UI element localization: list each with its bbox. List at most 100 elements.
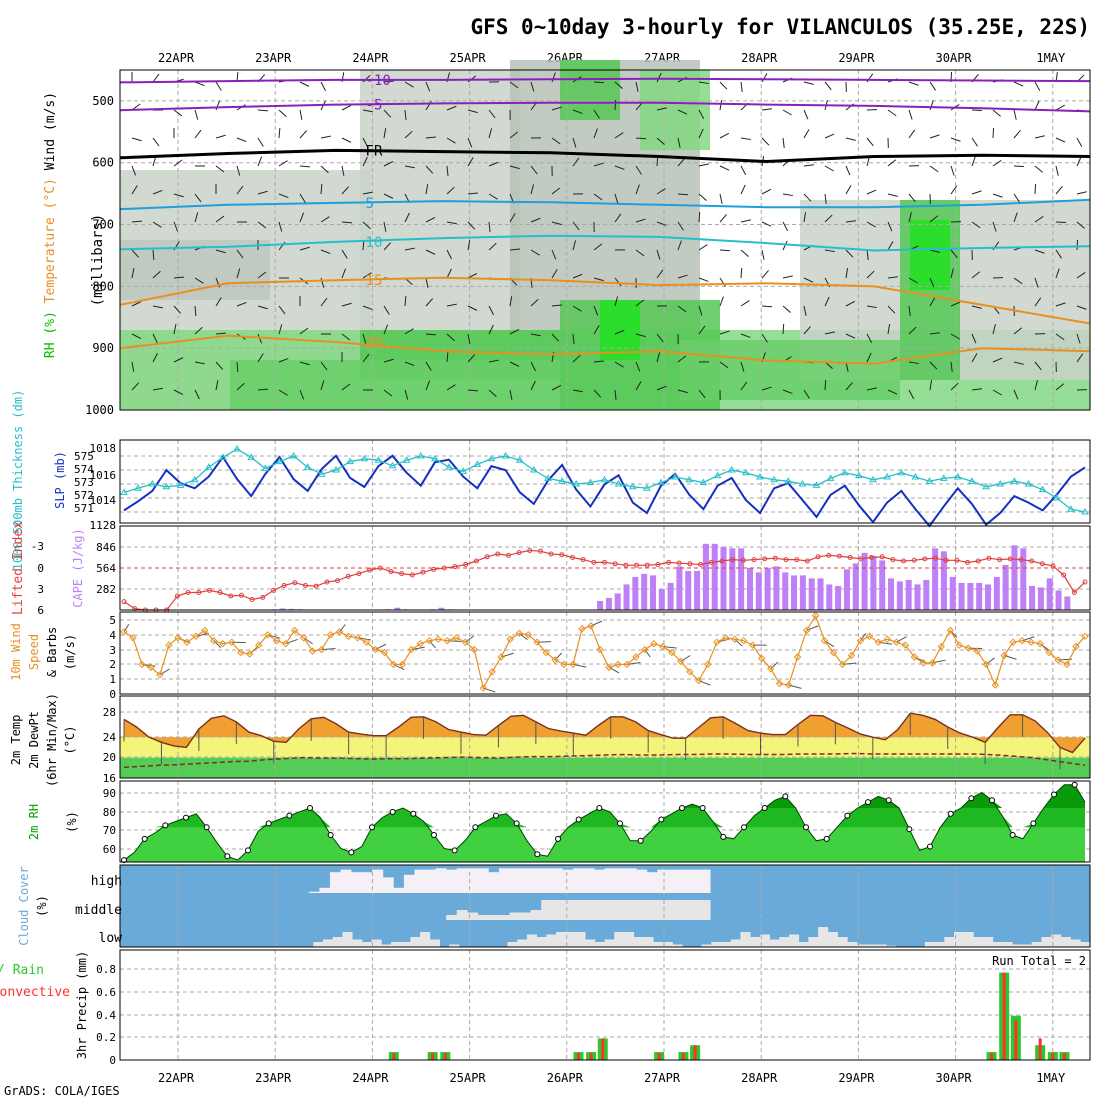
wind-barb: [845, 300, 856, 307]
wind-barb: [341, 186, 350, 195]
isotherm-line: [119, 334, 1091, 365]
wind-barb: [383, 242, 392, 251]
wind-barb: [215, 134, 226, 139]
wind-barb: [278, 193, 289, 199]
wind-speed-point: [542, 648, 550, 657]
wind-barb: [929, 81, 937, 91]
wind-speed-point: [183, 638, 191, 646]
wind-barb: [866, 270, 875, 279]
wind-barb: [509, 131, 519, 139]
cape-bar: [738, 548, 745, 610]
wind-barb: [152, 137, 160, 147]
thickness-tick-label: 572: [74, 489, 94, 502]
cloud-cover-bar: [740, 932, 751, 947]
lifted-index-point: [997, 557, 1003, 563]
wind-barb: [824, 165, 834, 172]
wind-barb: [908, 326, 917, 335]
wind-barb: [341, 105, 352, 111]
wind-speed-point: [856, 636, 865, 645]
wind-barb: [971, 221, 981, 229]
bottom-date-label: 26APR: [547, 1071, 584, 1085]
wind-barb: [719, 214, 727, 223]
wind-barb: [299, 212, 305, 223]
cloud-cover-bar: [1012, 944, 1023, 947]
wind-barb: [362, 109, 373, 113]
lifted-index-point: [1039, 561, 1045, 567]
wind-barb: [320, 277, 325, 288]
wind-barb: [173, 305, 182, 314]
temp-tick-label: 20: [103, 751, 116, 764]
cloud-cover-bar: [488, 915, 500, 920]
upper-air-unit-label: (millibars): [90, 214, 106, 307]
wind-speed-point: [668, 648, 676, 657]
wind-barb: [761, 305, 773, 308]
cloud-cover-bar: [456, 910, 468, 920]
wind-barb: [740, 300, 750, 307]
wind-barb: [299, 327, 309, 335]
wind-barb: [656, 269, 664, 279]
wind-barb: [950, 165, 955, 176]
rh-point: [782, 793, 789, 800]
cloud-cover-bar: [625, 868, 637, 893]
wind-barb: [509, 81, 519, 89]
lifted-index-point: [505, 552, 511, 558]
cloud-cover-bar: [827, 932, 838, 947]
rh-point: [245, 847, 251, 854]
thickness-point: [120, 488, 128, 495]
wind-barb: [236, 185, 244, 195]
cloud-cover-bar: [689, 869, 700, 893]
cloud-cover-bar: [625, 900, 637, 920]
wind-tick-label: 1: [109, 673, 116, 686]
lifted-index-point: [826, 552, 832, 558]
wind-barb: [488, 161, 499, 167]
cape-bar: [932, 548, 939, 610]
thickness-point: [784, 477, 793, 484]
wind-barb: [383, 358, 394, 363]
wind-barb: [467, 273, 478, 279]
lifted-index-point: [206, 587, 212, 593]
cape-bar: [641, 573, 648, 610]
cloud-cover-bar: [646, 872, 658, 893]
wind-barb: [320, 183, 323, 195]
wind-barb: [929, 134, 940, 139]
lifted-index-point: [132, 606, 138, 612]
wind-barb: [614, 132, 624, 139]
isotherm-label: 10: [366, 235, 383, 251]
cloud-cover-bar: [1031, 942, 1042, 947]
cloud-cover-bar: [477, 868, 489, 893]
wind-barb: [698, 193, 707, 201]
wind-barb: [341, 383, 351, 391]
cloud-cover-bar: [615, 868, 627, 893]
wind-barb: [887, 241, 894, 251]
wind-barb: [131, 382, 140, 391]
wind-speed-point: [308, 647, 317, 655]
thickness-point: [332, 466, 340, 473]
wind-barb: [383, 193, 394, 199]
thickness-point: [219, 453, 227, 460]
wind-speed-point: [425, 636, 434, 645]
li-tick-label: 3: [37, 583, 44, 596]
wind-barb: [530, 165, 538, 175]
wind-barb: [677, 221, 684, 231]
wind-barb: [761, 386, 772, 391]
wind-barb: [194, 305, 197, 317]
slp-tick-label: 1128: [90, 519, 117, 532]
wind-barb: [362, 191, 373, 195]
thickness-point: [1024, 480, 1033, 487]
cloud-cover-bar: [565, 932, 576, 947]
rh-point: [472, 824, 479, 831]
wind-barb: [551, 221, 562, 226]
cape-bar: [279, 608, 286, 610]
cloud-cover-bar: [509, 868, 521, 893]
panel-frame: [119, 439, 1091, 524]
rh-point: [183, 814, 189, 821]
lifted-index-point: [847, 555, 853, 560]
top-date-label: 1MAY: [1036, 51, 1066, 65]
cape-bar: [288, 608, 295, 610]
lifted-index-point: [217, 590, 223, 595]
wind-barb: [467, 389, 479, 392]
rh-point: [348, 849, 355, 856]
thickness-point: [431, 454, 439, 462]
wind-barb: [1076, 239, 1079, 251]
wind-tick-label: 3: [109, 644, 116, 657]
